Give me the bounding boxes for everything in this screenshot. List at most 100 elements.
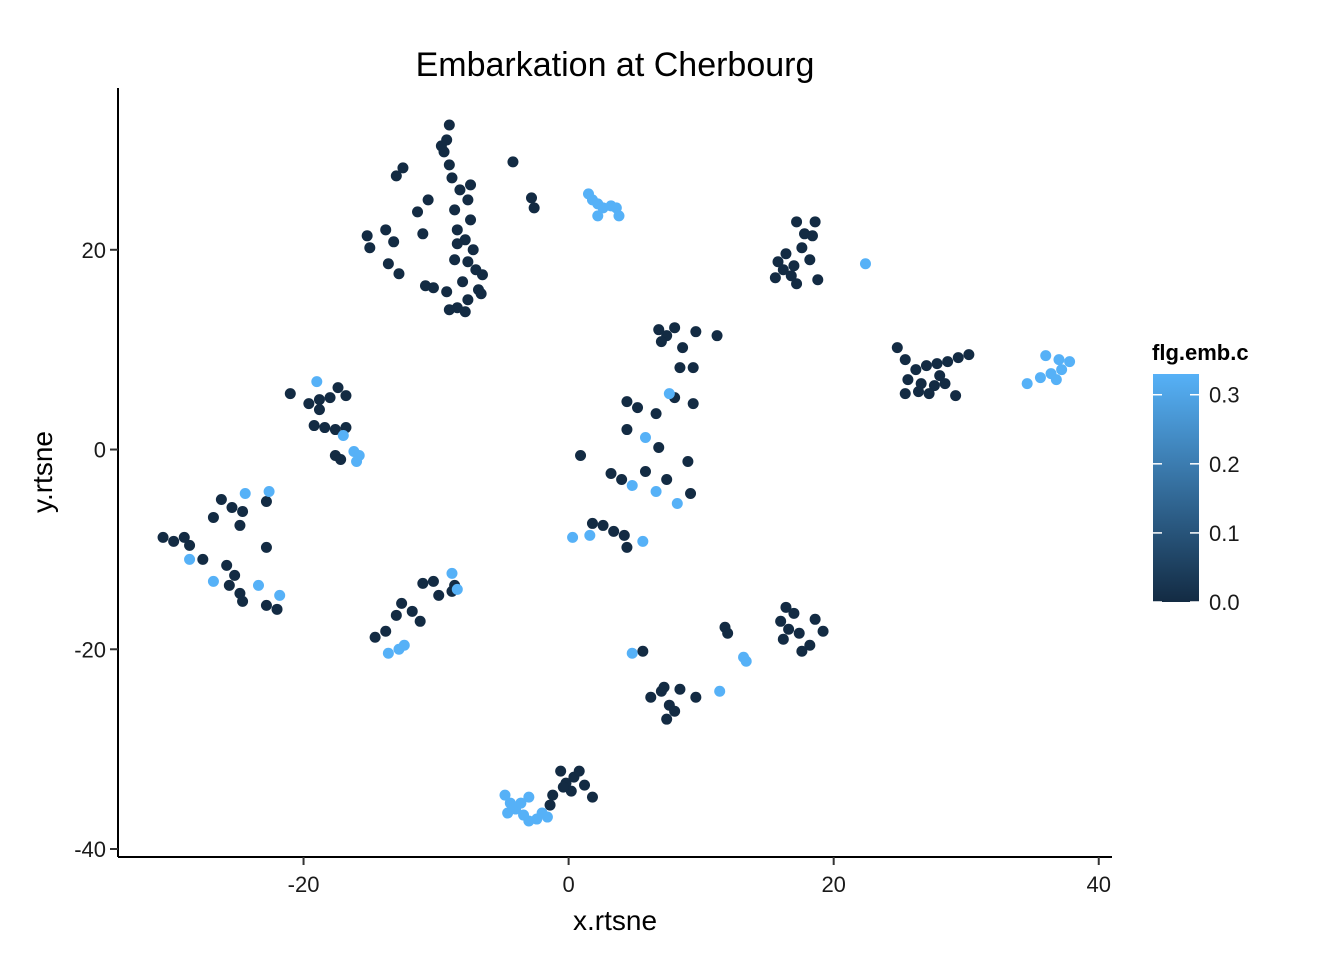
data-point bbox=[412, 206, 424, 218]
data-point bbox=[544, 799, 556, 811]
chart-title: Embarkation at Cherbourg bbox=[416, 46, 815, 84]
data-point bbox=[465, 179, 477, 191]
data-point bbox=[396, 597, 408, 609]
data-point bbox=[427, 575, 439, 587]
data-point bbox=[804, 639, 816, 651]
data-point bbox=[806, 230, 818, 242]
y-axis-title: y.rtsne bbox=[27, 431, 58, 513]
data-point bbox=[769, 272, 781, 284]
data-point bbox=[252, 579, 264, 591]
legend-break-label: 0.1 bbox=[1209, 521, 1240, 546]
data-point bbox=[669, 322, 681, 334]
data-point bbox=[804, 254, 816, 266]
data-point bbox=[1021, 378, 1033, 390]
data-point bbox=[313, 404, 325, 416]
y-tick-label: 0 bbox=[94, 438, 106, 463]
data-point bbox=[902, 374, 914, 386]
data-point bbox=[303, 398, 315, 410]
data-point bbox=[207, 575, 219, 587]
data-point bbox=[923, 388, 935, 400]
data-point bbox=[178, 531, 190, 543]
data-point bbox=[661, 713, 673, 725]
data-point bbox=[950, 390, 962, 402]
data-point bbox=[502, 807, 514, 819]
data-point bbox=[671, 497, 683, 509]
data-point bbox=[515, 797, 527, 809]
data-point bbox=[777, 264, 789, 276]
data-point bbox=[284, 388, 296, 400]
colorbar bbox=[1153, 374, 1199, 602]
data-point bbox=[526, 192, 538, 204]
data-point bbox=[621, 541, 633, 553]
data-point bbox=[658, 681, 670, 693]
data-point bbox=[197, 553, 209, 565]
data-point bbox=[184, 553, 196, 565]
data-point bbox=[891, 342, 903, 354]
data-point bbox=[271, 603, 283, 615]
data-point bbox=[674, 362, 686, 374]
data-point bbox=[605, 467, 617, 479]
data-point bbox=[454, 184, 466, 196]
data-point bbox=[592, 210, 604, 222]
data-point bbox=[584, 529, 596, 541]
data-point bbox=[650, 408, 662, 420]
data-point bbox=[451, 238, 463, 250]
data-point bbox=[913, 386, 925, 398]
x-tick-label: -20 bbox=[288, 872, 320, 897]
data-point bbox=[451, 224, 463, 236]
x-axis-ticks: -20 0 20 40 bbox=[288, 857, 1111, 897]
data-point bbox=[443, 119, 455, 131]
data-point bbox=[226, 501, 238, 513]
data-point bbox=[586, 517, 598, 529]
data-point bbox=[157, 531, 169, 543]
data-point bbox=[793, 627, 805, 639]
data-point bbox=[507, 156, 519, 168]
x-tick-label: 40 bbox=[1087, 872, 1111, 897]
data-point bbox=[785, 270, 797, 282]
data-point bbox=[586, 791, 598, 803]
data-point bbox=[777, 633, 789, 645]
data-point bbox=[899, 388, 911, 400]
data-point bbox=[313, 394, 325, 406]
data-point bbox=[791, 216, 803, 228]
data-point bbox=[443, 304, 455, 316]
data-point bbox=[223, 579, 235, 591]
data-point bbox=[687, 398, 699, 410]
data-point bbox=[613, 210, 625, 222]
y-tick-label: 20 bbox=[82, 238, 106, 263]
data-point bbox=[783, 623, 795, 635]
data-point bbox=[639, 466, 651, 478]
data-point bbox=[817, 625, 829, 637]
data-point bbox=[645, 691, 657, 703]
data-point bbox=[462, 256, 474, 268]
data-point bbox=[311, 376, 323, 388]
data-point bbox=[714, 685, 726, 697]
data-point bbox=[422, 194, 434, 206]
data-point bbox=[215, 493, 227, 505]
data-point bbox=[621, 424, 633, 436]
data-point bbox=[414, 615, 426, 627]
data-point bbox=[449, 204, 461, 216]
points-layer bbox=[157, 119, 1076, 827]
data-point bbox=[557, 781, 569, 793]
data-point bbox=[931, 358, 943, 370]
data-point bbox=[674, 683, 686, 695]
data-point bbox=[234, 519, 246, 531]
data-point bbox=[934, 370, 946, 382]
data-point bbox=[637, 535, 649, 547]
data-point bbox=[772, 256, 784, 268]
data-point bbox=[406, 605, 418, 617]
data-point bbox=[632, 402, 644, 414]
data-point bbox=[446, 567, 458, 579]
data-point bbox=[361, 230, 373, 242]
data-point bbox=[637, 645, 649, 657]
data-point bbox=[780, 601, 792, 613]
data-point bbox=[655, 336, 667, 348]
data-point bbox=[740, 655, 752, 667]
data-point bbox=[184, 539, 196, 551]
data-point bbox=[575, 450, 587, 462]
data-point bbox=[780, 248, 792, 260]
data-point bbox=[324, 392, 336, 404]
data-point bbox=[274, 589, 286, 601]
data-point bbox=[465, 214, 477, 226]
